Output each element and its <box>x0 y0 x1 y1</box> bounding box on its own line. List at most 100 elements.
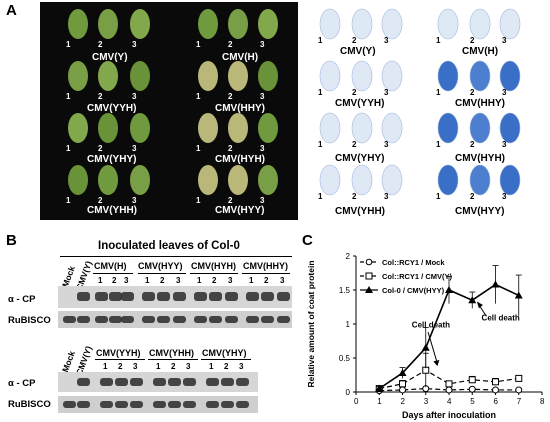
leaf-stained <box>319 8 341 40</box>
group-label-right-4: CMV(YHH) <box>335 206 385 217</box>
leaf-number: 2 <box>470 36 475 45</box>
leaf-stained <box>499 164 521 196</box>
blot2-cp-strip <box>58 372 258 392</box>
blot1-group-1: CMV(H) <box>94 261 127 271</box>
leaf-stained <box>381 60 403 92</box>
legend-label: Col::RCY1 / CMV(Y) <box>382 272 453 281</box>
blot-band <box>236 378 249 386</box>
blot-band <box>246 316 259 323</box>
group-label-left-2: CMV(YYH) <box>87 103 137 114</box>
sample-number: 2 <box>171 362 176 371</box>
blot1-group-4: CMV(HHY) <box>243 261 288 271</box>
blot-band <box>221 378 234 386</box>
sample-number: 3 <box>239 362 244 371</box>
group-label-right-8: CMV(HYY) <box>455 206 505 217</box>
blot-band <box>153 401 166 408</box>
blot2-group-1-line <box>95 359 145 360</box>
sample-number: 1 <box>103 362 108 371</box>
sample-number: 2 <box>160 276 165 285</box>
blot1-row-cp: α - CP <box>8 294 36 305</box>
blot-band <box>115 401 128 408</box>
group-label-right-7: CMV(HYH) <box>455 153 505 164</box>
leaf-green <box>68 165 88 195</box>
legend-marker <box>365 286 373 293</box>
marker-triangle <box>514 291 523 299</box>
sample-number: 2 <box>224 362 229 371</box>
blot-band <box>130 378 143 386</box>
leaf-green <box>98 165 118 195</box>
annotation-arrow-1 <box>427 332 438 364</box>
annotation-arrowhead-2 <box>476 301 483 309</box>
panel-a-label: A <box>6 2 17 19</box>
leaf-number: 1 <box>318 192 323 201</box>
marker-square <box>399 380 406 388</box>
marker-triangle <box>468 296 477 304</box>
blot2-group-3: CMV(YHY) <box>202 348 247 358</box>
x-tick-label: 5 <box>470 397 475 406</box>
blot-band <box>209 316 222 323</box>
sample-number: 3 <box>280 276 285 285</box>
leaf-number: 2 <box>352 192 357 201</box>
x-tick-label: 4 <box>447 397 452 406</box>
leaf-number: 2 <box>228 40 233 49</box>
annotation-cell-death-1: Cell death <box>412 320 450 329</box>
blot1-group-2-line <box>138 273 186 274</box>
marker-circle <box>492 386 499 394</box>
blot-band <box>115 378 128 386</box>
leaf-stained <box>319 60 341 92</box>
blot-band <box>157 316 170 323</box>
leaf-stained <box>351 8 373 40</box>
leaf-stained <box>381 8 403 40</box>
leaf-number: 2 <box>228 196 233 205</box>
blot1-row-rubisco: RuBISCO <box>8 315 51 326</box>
marker-circle <box>445 386 453 394</box>
sample-number: 1 <box>156 362 161 371</box>
sample-number: 3 <box>133 362 138 371</box>
leaf-stained <box>351 164 373 196</box>
blot-band <box>142 292 155 301</box>
blot2-rubisco-strip <box>58 396 258 413</box>
leaf-stained <box>499 60 521 92</box>
legend-label: Col::RCY1 / Mock <box>382 258 445 267</box>
blot-band <box>277 292 290 301</box>
leaf-green <box>258 165 278 195</box>
blot1-cp-strip <box>58 286 292 308</box>
blot1-group-2: CMV(HYY) <box>138 261 183 271</box>
leaf-number: 1 <box>318 36 323 45</box>
sample-number: 3 <box>228 276 233 285</box>
x-tick-label: 1 <box>377 397 382 406</box>
leaf-stained <box>437 112 459 144</box>
leaf-number: 1 <box>318 140 323 149</box>
leaf-number: 3 <box>260 196 265 205</box>
group-label-left-8: CMV(HYY) <box>215 205 265 216</box>
marker-triangle <box>375 384 384 392</box>
leaf-number: 2 <box>98 40 103 49</box>
blot-band <box>173 292 186 301</box>
group-label-right-1: CMV(Y) <box>340 46 376 57</box>
blot-band <box>77 316 90 323</box>
leaf-stained <box>499 112 521 144</box>
blot-band <box>261 292 274 301</box>
blot-band <box>194 292 207 301</box>
leaf-green <box>198 61 218 91</box>
blot-band <box>221 401 234 408</box>
leaf-number: 3 <box>132 40 137 49</box>
leaf-number: 2 <box>98 144 103 153</box>
blot-band <box>121 316 134 323</box>
leaf-number: 1 <box>66 92 71 101</box>
blot2-row-cp: α - CP <box>8 378 36 389</box>
blot-band <box>246 292 259 301</box>
group-label-left-3: CMV(YHY) <box>87 154 137 165</box>
leaf-stained <box>469 60 491 92</box>
leaf-number: 2 <box>352 36 357 45</box>
sample-number: 2 <box>118 362 123 371</box>
sample-number: 1 <box>249 276 254 285</box>
sample-number: 1 <box>209 362 214 371</box>
leaf-number: 2 <box>228 144 233 153</box>
blot-band <box>225 292 238 301</box>
blot-band <box>109 316 122 323</box>
leaf-number: 1 <box>196 40 201 49</box>
x-tick-label: 6 <box>494 397 499 406</box>
leaf-number: 2 <box>470 88 475 97</box>
blot-band <box>157 292 170 301</box>
